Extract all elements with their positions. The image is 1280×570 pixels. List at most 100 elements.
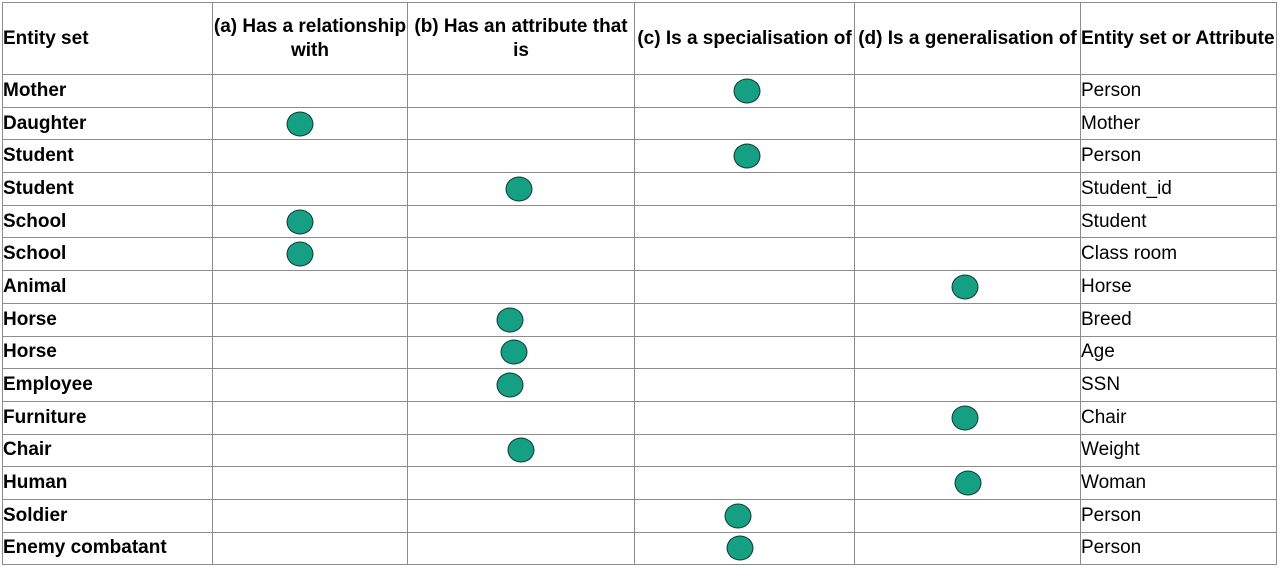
selection-dot-icon (733, 78, 761, 104)
table-row: Horse Breed (2, 302, 1277, 337)
target-cell: Class room (1080, 237, 1277, 272)
entity-set-cell: Mother (2, 74, 213, 108)
cell-generalisation (854, 335, 1081, 370)
header-has-relationship: (a) Has a relationship with (212, 2, 408, 75)
cell-has-relationship (212, 172, 408, 206)
target-cell: Woman (1080, 466, 1277, 500)
target-cell: Horse (1080, 270, 1277, 304)
cell-generalisation (854, 400, 1081, 435)
cell-generalisation (854, 204, 1081, 239)
cell-specialisation (634, 498, 855, 533)
selection-dot-icon (951, 405, 979, 431)
cell-has-relationship (212, 400, 408, 435)
table-row: Daughter Mother (2, 106, 1277, 141)
cell-has-relationship (212, 74, 408, 108)
cell-specialisation (634, 335, 855, 370)
cell-has-relationship (212, 498, 408, 533)
cell-has-attribute (407, 433, 635, 468)
cell-has-attribute (407, 204, 635, 239)
cell-has-attribute (407, 531, 635, 566)
entity-set-cell: School (2, 237, 213, 272)
entity-set-cell: Human (2, 466, 213, 500)
header-entity-set: Entity set (2, 2, 213, 75)
table-row: Animal Horse (2, 270, 1277, 304)
cell-has-attribute (407, 400, 635, 435)
cell-has-attribute (407, 106, 635, 141)
entity-set-cell: Horse (2, 302, 213, 337)
cell-has-relationship (212, 433, 408, 468)
cell-has-relationship (212, 106, 408, 141)
table-row: Human Woman (2, 466, 1277, 500)
cell-specialisation (634, 74, 855, 108)
table-row: Furniture Chair (2, 400, 1277, 435)
header-generalisation: (d) Is a generalisation of (854, 2, 1081, 75)
cell-generalisation (854, 106, 1081, 141)
header-entity-or-attribute: Entity set or Attribute (1080, 2, 1277, 75)
cell-specialisation (634, 204, 855, 239)
target-cell: Person (1080, 139, 1277, 174)
cell-specialisation (634, 139, 855, 174)
target-cell: Student_id (1080, 172, 1277, 206)
cell-generalisation (854, 74, 1081, 108)
selection-dot-icon (286, 111, 314, 137)
selection-dot-icon (500, 339, 528, 365)
cell-has-relationship (212, 335, 408, 370)
entity-set-cell: Employee (2, 368, 213, 402)
header-has-attribute: (b) Has an attribute that is (407, 2, 635, 75)
selection-dot-icon (733, 143, 761, 169)
cell-specialisation (634, 368, 855, 402)
cell-generalisation (854, 466, 1081, 500)
cell-has-attribute (407, 74, 635, 108)
entity-set-cell: Furniture (2, 400, 213, 435)
selection-dot-icon (954, 470, 981, 496)
cell-generalisation (854, 368, 1081, 402)
cell-generalisation (854, 270, 1081, 304)
table-row: Soldier Person (2, 498, 1277, 533)
cell-generalisation (854, 302, 1081, 337)
target-cell: Person (1080, 498, 1277, 533)
header-specialisation: (c) Is a specialisation of (634, 2, 855, 75)
table-row: Horse Age (2, 335, 1277, 370)
entity-set-cell: Enemy combatant (2, 531, 213, 566)
cell-has-attribute (407, 270, 635, 304)
selection-dot-icon (496, 307, 524, 333)
table-body: Mother Person Daughter Mother Student Person S… (2, 74, 1277, 566)
cell-has-attribute (407, 498, 635, 533)
selection-dot-icon (724, 503, 752, 529)
target-cell: Weight (1080, 433, 1277, 468)
selection-dot-icon (951, 274, 979, 300)
cell-specialisation (634, 531, 855, 566)
entity-set-cell: Chair (2, 433, 213, 468)
cell-generalisation (854, 139, 1081, 174)
target-cell: Person (1080, 531, 1277, 566)
entity-set-cell: Daughter (2, 106, 213, 141)
selection-dot-icon (507, 437, 535, 463)
cell-has-relationship (212, 237, 408, 272)
table-row: School Student (2, 204, 1277, 239)
cell-specialisation (634, 302, 855, 337)
target-cell: Mother (1080, 106, 1277, 141)
cell-generalisation (854, 172, 1081, 206)
cell-has-attribute (407, 139, 635, 174)
cell-has-relationship (212, 139, 408, 174)
selection-dot-icon (286, 209, 314, 235)
entity-set-cell: Animal (2, 270, 213, 304)
cell-has-relationship (212, 302, 408, 337)
cell-has-attribute (407, 302, 635, 337)
table-row: Enemy combatant Person (2, 531, 1277, 566)
target-cell: Age (1080, 335, 1277, 370)
target-cell: Student (1080, 204, 1277, 239)
entity-set-cell: Soldier (2, 498, 213, 533)
cell-specialisation (634, 400, 855, 435)
target-cell: Breed (1080, 302, 1277, 337)
cell-has-relationship (212, 368, 408, 402)
table-row: School Class room (2, 237, 1277, 272)
table-row: Chair Weight (2, 433, 1277, 468)
entity-set-cell: School (2, 204, 213, 239)
cell-has-attribute (407, 368, 635, 402)
cell-has-relationship (212, 204, 408, 239)
cell-has-attribute (407, 466, 635, 500)
cell-specialisation (634, 172, 855, 206)
entity-set-cell: Student (2, 139, 213, 174)
